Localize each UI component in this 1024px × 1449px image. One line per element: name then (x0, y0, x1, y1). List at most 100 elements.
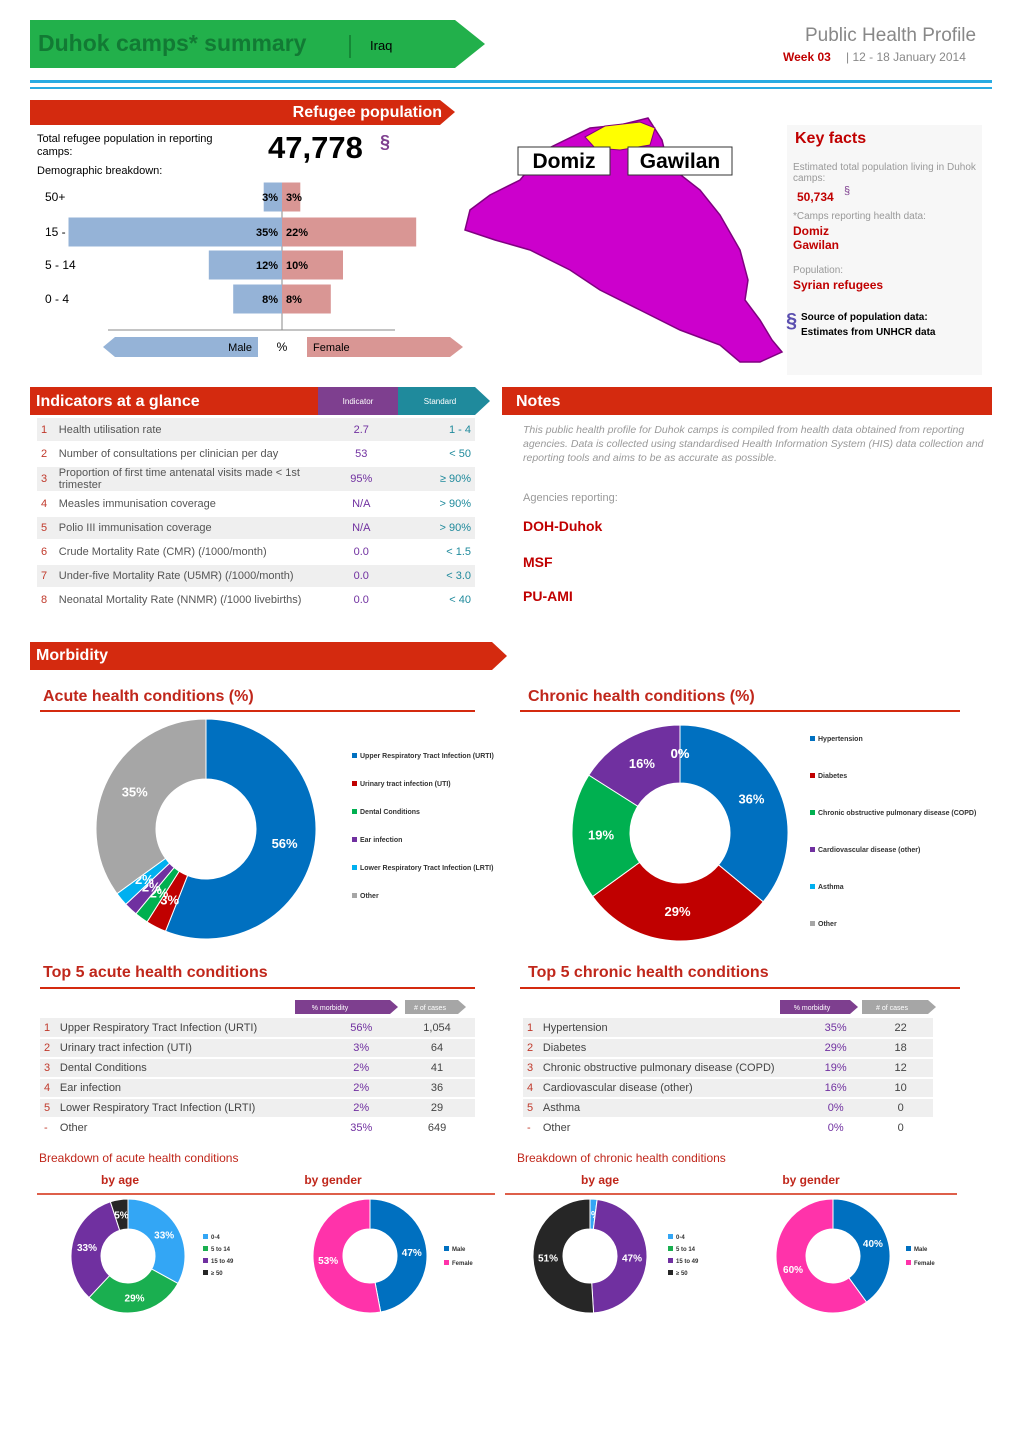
table-row: 5 Lower Respiratory Tract Infection (LRTI… (40, 1098, 475, 1119)
axis-label: % (277, 340, 288, 354)
legend-swatch (668, 1234, 673, 1239)
section-bar (30, 100, 455, 125)
table-cell: 0% (803, 1118, 869, 1139)
table-cell: 41 (399, 1058, 475, 1079)
estimate: 50,734 (797, 190, 834, 204)
table-row: 3 Proportion of first time antenatal visi… (37, 466, 475, 493)
column-header (295, 1000, 398, 1014)
legend-swatch (352, 809, 357, 814)
value-label: 8% (262, 294, 278, 306)
table-cell: 0.0 (332, 540, 391, 565)
legend-swatch (668, 1270, 673, 1275)
table-cell: 29% (803, 1038, 869, 1059)
legend-label: Dental Conditions (360, 809, 420, 816)
legend-label: Male (452, 1247, 466, 1253)
value-label: 3% (160, 892, 179, 907)
source-text: Estimates from UNHCR data (801, 327, 936, 338)
camp: Gawilan (793, 238, 840, 252)
legend-label: Female (313, 342, 350, 354)
table-cell: 22 (868, 1018, 933, 1039)
value-label: 35% (122, 785, 148, 800)
table-cell: N/A (332, 516, 391, 541)
legend-label: Other (360, 893, 379, 900)
column-header (398, 387, 490, 415)
slice (775, 1198, 868, 1314)
slice (70, 1201, 121, 1299)
header-banner (30, 20, 485, 68)
legend-label: 15 to 49 (211, 1259, 234, 1265)
slice (832, 1198, 891, 1303)
table-cell: 1 (523, 1018, 539, 1039)
bar (282, 284, 331, 314)
table-cell: 2% (323, 1058, 400, 1079)
table-cell: Chronic obstructive pulmonary disease (C… (538, 1058, 804, 1079)
estimate-label: Estimated total population living in Duh… (793, 162, 976, 184)
table-cell: 36 (399, 1078, 475, 1099)
legend-label: 0-4 (676, 1235, 685, 1241)
value-label: 33% (154, 1231, 174, 1242)
legend-label: 5 to 14 (211, 1247, 231, 1253)
value-label: 60% (783, 1265, 803, 1276)
camp: Domiz (793, 224, 829, 238)
legend-swatch (668, 1258, 673, 1263)
legend-swatch (810, 921, 815, 926)
section-title: Refugee population (292, 104, 442, 121)
table-cell: Cardiovascular disease (other) (538, 1078, 804, 1099)
table-cell: 3% (323, 1038, 400, 1059)
legend-label: Ear infection (360, 837, 402, 844)
table-cell: Other (55, 1118, 324, 1139)
chart-title: Acute health conditions (%) (43, 688, 254, 705)
population: Syrian refugees (793, 278, 884, 292)
table-cell: < 1.5 (390, 540, 475, 565)
value-label: 47% (622, 1253, 642, 1264)
map-label-box (627, 146, 733, 176)
table-cell: 5 (40, 1098, 56, 1119)
table-cell: 53 (332, 442, 391, 467)
value-label: 36% (738, 791, 764, 806)
legend-arrow (307, 337, 463, 357)
slice (109, 1198, 129, 1231)
value-label: 35% (256, 227, 278, 239)
legend-swatch (352, 753, 357, 758)
table-title: Top 5 acute health conditions (43, 964, 268, 981)
table-row: 5 Asthma 0% 0 (523, 1098, 933, 1119)
slice (679, 724, 789, 903)
table-cell: 95% (332, 466, 391, 493)
table-cell: 35% (803, 1018, 869, 1039)
value-label: 51% (538, 1253, 558, 1264)
key-facts-panel (787, 125, 982, 375)
rule (30, 87, 992, 89)
title: Duhok camps* summary (38, 30, 307, 56)
table-row: 4 Ear infection 2% 36 (40, 1078, 475, 1099)
value-label: 40% (863, 1239, 883, 1250)
table-cell: Hypertension (538, 1018, 804, 1039)
table-row: 4 Measles immunisation coverage N/A > 90% (37, 492, 475, 517)
table-cell: 5 (37, 516, 55, 541)
slice (312, 1198, 382, 1314)
table-cell: 2 (40, 1038, 56, 1059)
map (464, 117, 784, 363)
table-cell: Under-five Mortality Rate (U5MR) (/1000/… (54, 564, 333, 589)
table-cell: - (523, 1118, 539, 1139)
legend-label: Lower Respiratory Tract Infection (LRTI) (360, 865, 493, 872)
chart-subtitle: by gender (304, 1173, 362, 1187)
table-cell: 1 (40, 1018, 56, 1039)
table-cell: 3 (37, 466, 55, 493)
legend-swatch (668, 1246, 673, 1251)
table-cell: Asthma (538, 1098, 804, 1119)
value-label: 29% (125, 1293, 145, 1304)
legend-swatch (203, 1246, 208, 1251)
legend-label: 15 to 49 (676, 1259, 699, 1265)
table-cell: Lower Respiratory Tract Infection (LRTI) (55, 1098, 324, 1119)
legend-label: Male (228, 342, 252, 354)
legend-label: Female (914, 1261, 935, 1267)
table-cell: Other (538, 1118, 804, 1139)
agency: DOH-Duhok (523, 518, 603, 534)
table-row: 2 Number of consultations per clinician p… (37, 442, 475, 467)
table-cell: Diabetes (538, 1038, 804, 1059)
bar (282, 250, 343, 280)
table-cell: Upper Respiratory Tract Infection (URTI) (55, 1018, 324, 1039)
map-label-box (517, 146, 611, 176)
table-cell: 2.7 (332, 418, 391, 443)
